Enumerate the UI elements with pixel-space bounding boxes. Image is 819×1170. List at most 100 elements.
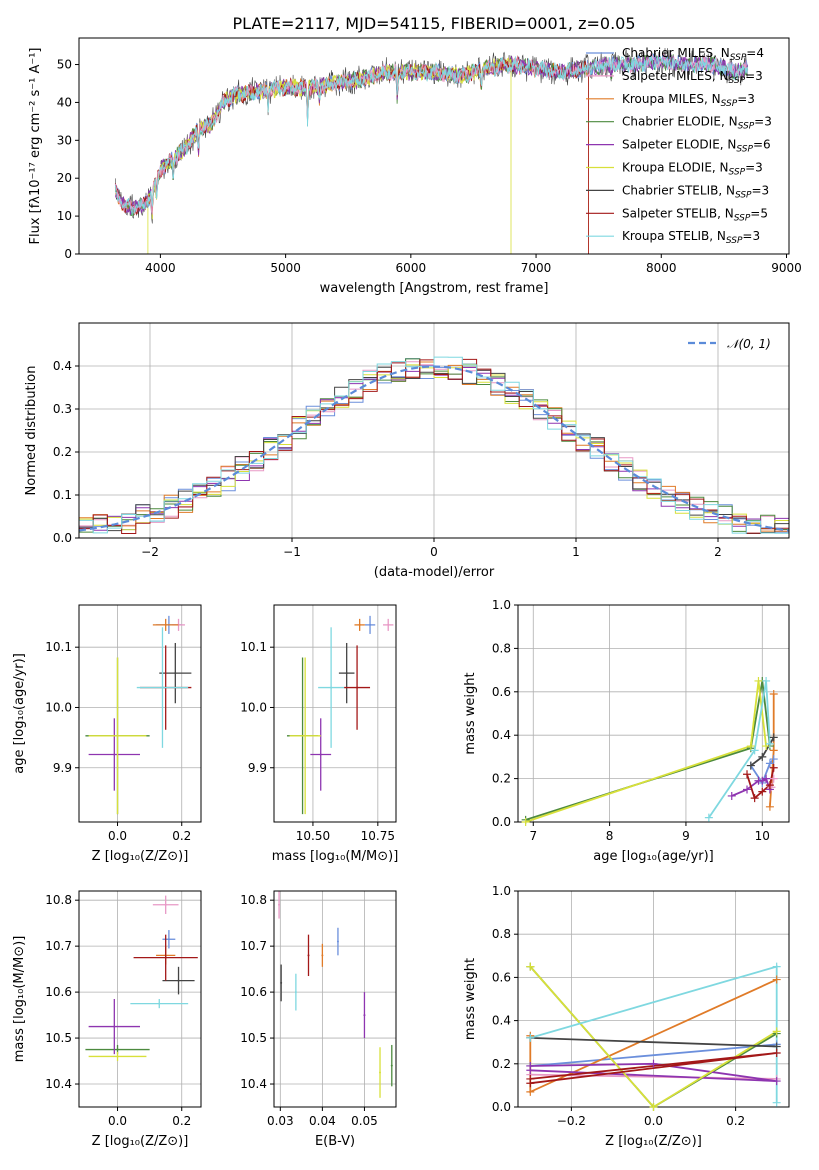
z-weight-ytick-label: 0.2 — [492, 1057, 511, 1071]
mass-age-ytick-label: 9.9 — [248, 761, 267, 775]
mass-age-xlabel: mass [log₁₀(M/M⊙)] — [272, 849, 399, 864]
age-weight-axes: 7 8 9 10 0.0 0.2 0.4 0.6 0.8 1.0 age [log₁₀(age/yr… — [463, 598, 790, 864]
legend-entry: Chabrier MILES, NSSP=4 — [622, 46, 764, 63]
age-weight-series-line — [525, 680, 771, 821]
ebv-mass-xtick-label: 0.03 — [267, 1114, 294, 1128]
mass-age-point — [330, 686, 333, 689]
normal-reference-curve — [79, 365, 789, 532]
ebv-mass-axes: 0.03 0.04 0.05 10.4 10.5 10.6 10.7 10.8 E(B-V) — [240, 890, 397, 1149]
age-weight-marker — [769, 763, 778, 772]
age-weight-series-line — [708, 680, 771, 819]
residuals-xlabel: (data-model)/error — [374, 565, 495, 580]
z-age-point — [164, 623, 167, 626]
residuals-xtick-label: 2 — [714, 545, 722, 559]
age-weight-marker — [769, 746, 778, 755]
age-weight-ytick-label: 0.0 — [492, 815, 511, 829]
ebv-mass-xtick-label: 0.05 — [351, 1114, 378, 1128]
age-weight-marker — [765, 781, 774, 790]
ebv-mass-ytick-label: 10.8 — [240, 893, 267, 907]
legend-entry: Salpeter MILES, NSSP=3 — [622, 69, 763, 86]
z-weight-marker — [772, 962, 781, 971]
age-weight-marker — [758, 787, 767, 796]
age-weight-xtick-label: 7 — [529, 829, 537, 843]
z-weight-marker — [526, 1087, 535, 1096]
age-weight-ytick-label: 0.6 — [492, 685, 511, 699]
z-age-point — [161, 686, 164, 689]
z-mass-point — [116, 1048, 119, 1051]
spectrum-xtick-label: 5000 — [270, 261, 301, 275]
spectrum-ytick-label: 30 — [57, 133, 72, 147]
residuals-ytick-label: 0.3 — [53, 402, 72, 416]
residuals-xtick-label: −2 — [141, 545, 159, 559]
ebv-mass-ytick-label: 10.7 — [240, 939, 267, 953]
z-weight-marker — [526, 1074, 535, 1083]
spectrum-ytick-label: 40 — [57, 95, 72, 109]
mass-age-point — [387, 623, 390, 626]
z-age-frame — [78, 604, 202, 823]
mass-age-point — [369, 623, 372, 626]
mass-age-ytick-label: 10.0 — [240, 700, 267, 714]
z-weight-ytick-label: 1.0 — [492, 884, 511, 898]
age-weight-ytick-label: 0.8 — [492, 641, 511, 655]
residuals-ytick-label: 0.2 — [53, 445, 72, 459]
age-weight-marker — [762, 774, 771, 783]
z-weight-xtick-label: 0.2 — [726, 1114, 745, 1128]
z-mass-point — [116, 1055, 119, 1058]
residuals-xtick-label: −1 — [283, 545, 301, 559]
z-weight-marker — [649, 1103, 658, 1111]
legend-entry: Chabrier ELODIE, NSSP=3 — [622, 115, 772, 132]
z-weight-marker — [772, 975, 781, 984]
z-weight-xlabel: Z [log₁₀(Z/Z⊙)] — [605, 1134, 702, 1149]
z-weight-marker — [649, 1059, 658, 1068]
age-weight-series-line — [750, 758, 775, 785]
spectrum-xlabel: wavelength [Angstrom, rest frame] — [320, 281, 549, 296]
residual-histogram — [79, 356, 789, 534]
z-weight-marker — [526, 1033, 535, 1042]
z-weight-ytick-label: 0.8 — [492, 927, 511, 941]
ebv-mass-ytick-label: 10.6 — [240, 985, 267, 999]
mass-age-frame — [273, 604, 397, 823]
mass-age-point — [304, 734, 307, 737]
age-weight-marker — [754, 676, 763, 685]
z-mass-point — [177, 979, 180, 982]
age-weight-ytick-label: 1.0 — [492, 598, 511, 612]
z-mass-ytick-label: 10.4 — [45, 1077, 72, 1091]
age-weight-ytick-label: 0.2 — [492, 772, 511, 786]
z-mass-point — [167, 938, 170, 941]
z-mass-ytick-label: 10.8 — [45, 893, 72, 907]
z-mass-ytick-label: 10.7 — [45, 939, 72, 953]
residuals-axes: −2 −1 0 1 2 0.0 0.1 0.2 0.3 0.4 (data-model)/error… — [24, 322, 790, 580]
z-weight-marker — [526, 962, 535, 971]
age-weight-marker — [765, 739, 774, 748]
ebv-mass-point — [390, 1064, 393, 1067]
spectrum-series-line — [114, 54, 749, 216]
z-age-ylabel: age [log₁₀(age/yr)] — [12, 653, 27, 774]
spectrum-series-line — [147, 57, 512, 254]
mass-age-point — [358, 623, 361, 626]
z-weight-xtick-label: 0.0 — [644, 1114, 663, 1128]
age-weight-marker — [746, 761, 755, 770]
spectrum-xtick-label: 8000 — [646, 261, 677, 275]
ebv-mass-point — [307, 954, 310, 957]
spectrum-ytick-label: 20 — [57, 171, 72, 185]
residuals-ytick-label: 0.4 — [53, 359, 72, 373]
z-weight-axes: −0.2 0.0 0.2 0.0 0.2 0.4 0.6 0.8 1.0 Z [log₁₀(Z/Z… — [463, 884, 790, 1149]
mass-age-xtick-label: 10.50 — [296, 829, 330, 843]
spectrum-ytick-label: 0 — [64, 247, 72, 261]
age-weight-xlabel: age [log₁₀(age/yr)] — [593, 849, 714, 864]
z-age-point — [113, 753, 116, 756]
z-weight-series-line — [530, 1037, 777, 1048]
age-weight-marker — [765, 759, 774, 768]
z-weight-marker — [772, 1098, 781, 1107]
z-mass-plot-area — [85, 895, 198, 1062]
z-age-ytick-label: 9.9 — [53, 761, 72, 775]
z-age-xlabel: Z [log₁₀(Z/Z⊙)] — [92, 849, 189, 864]
spectrum-xtick-label: 4000 — [145, 261, 176, 275]
z-weight-ytick-label: 0.4 — [492, 1014, 511, 1028]
age-weight-marker — [704, 813, 713, 822]
age-weight-marker — [743, 785, 752, 794]
z-age-xtick-label: 0.2 — [172, 829, 191, 843]
spectrum-frame — [78, 37, 790, 255]
age-weight-frame — [517, 604, 790, 823]
